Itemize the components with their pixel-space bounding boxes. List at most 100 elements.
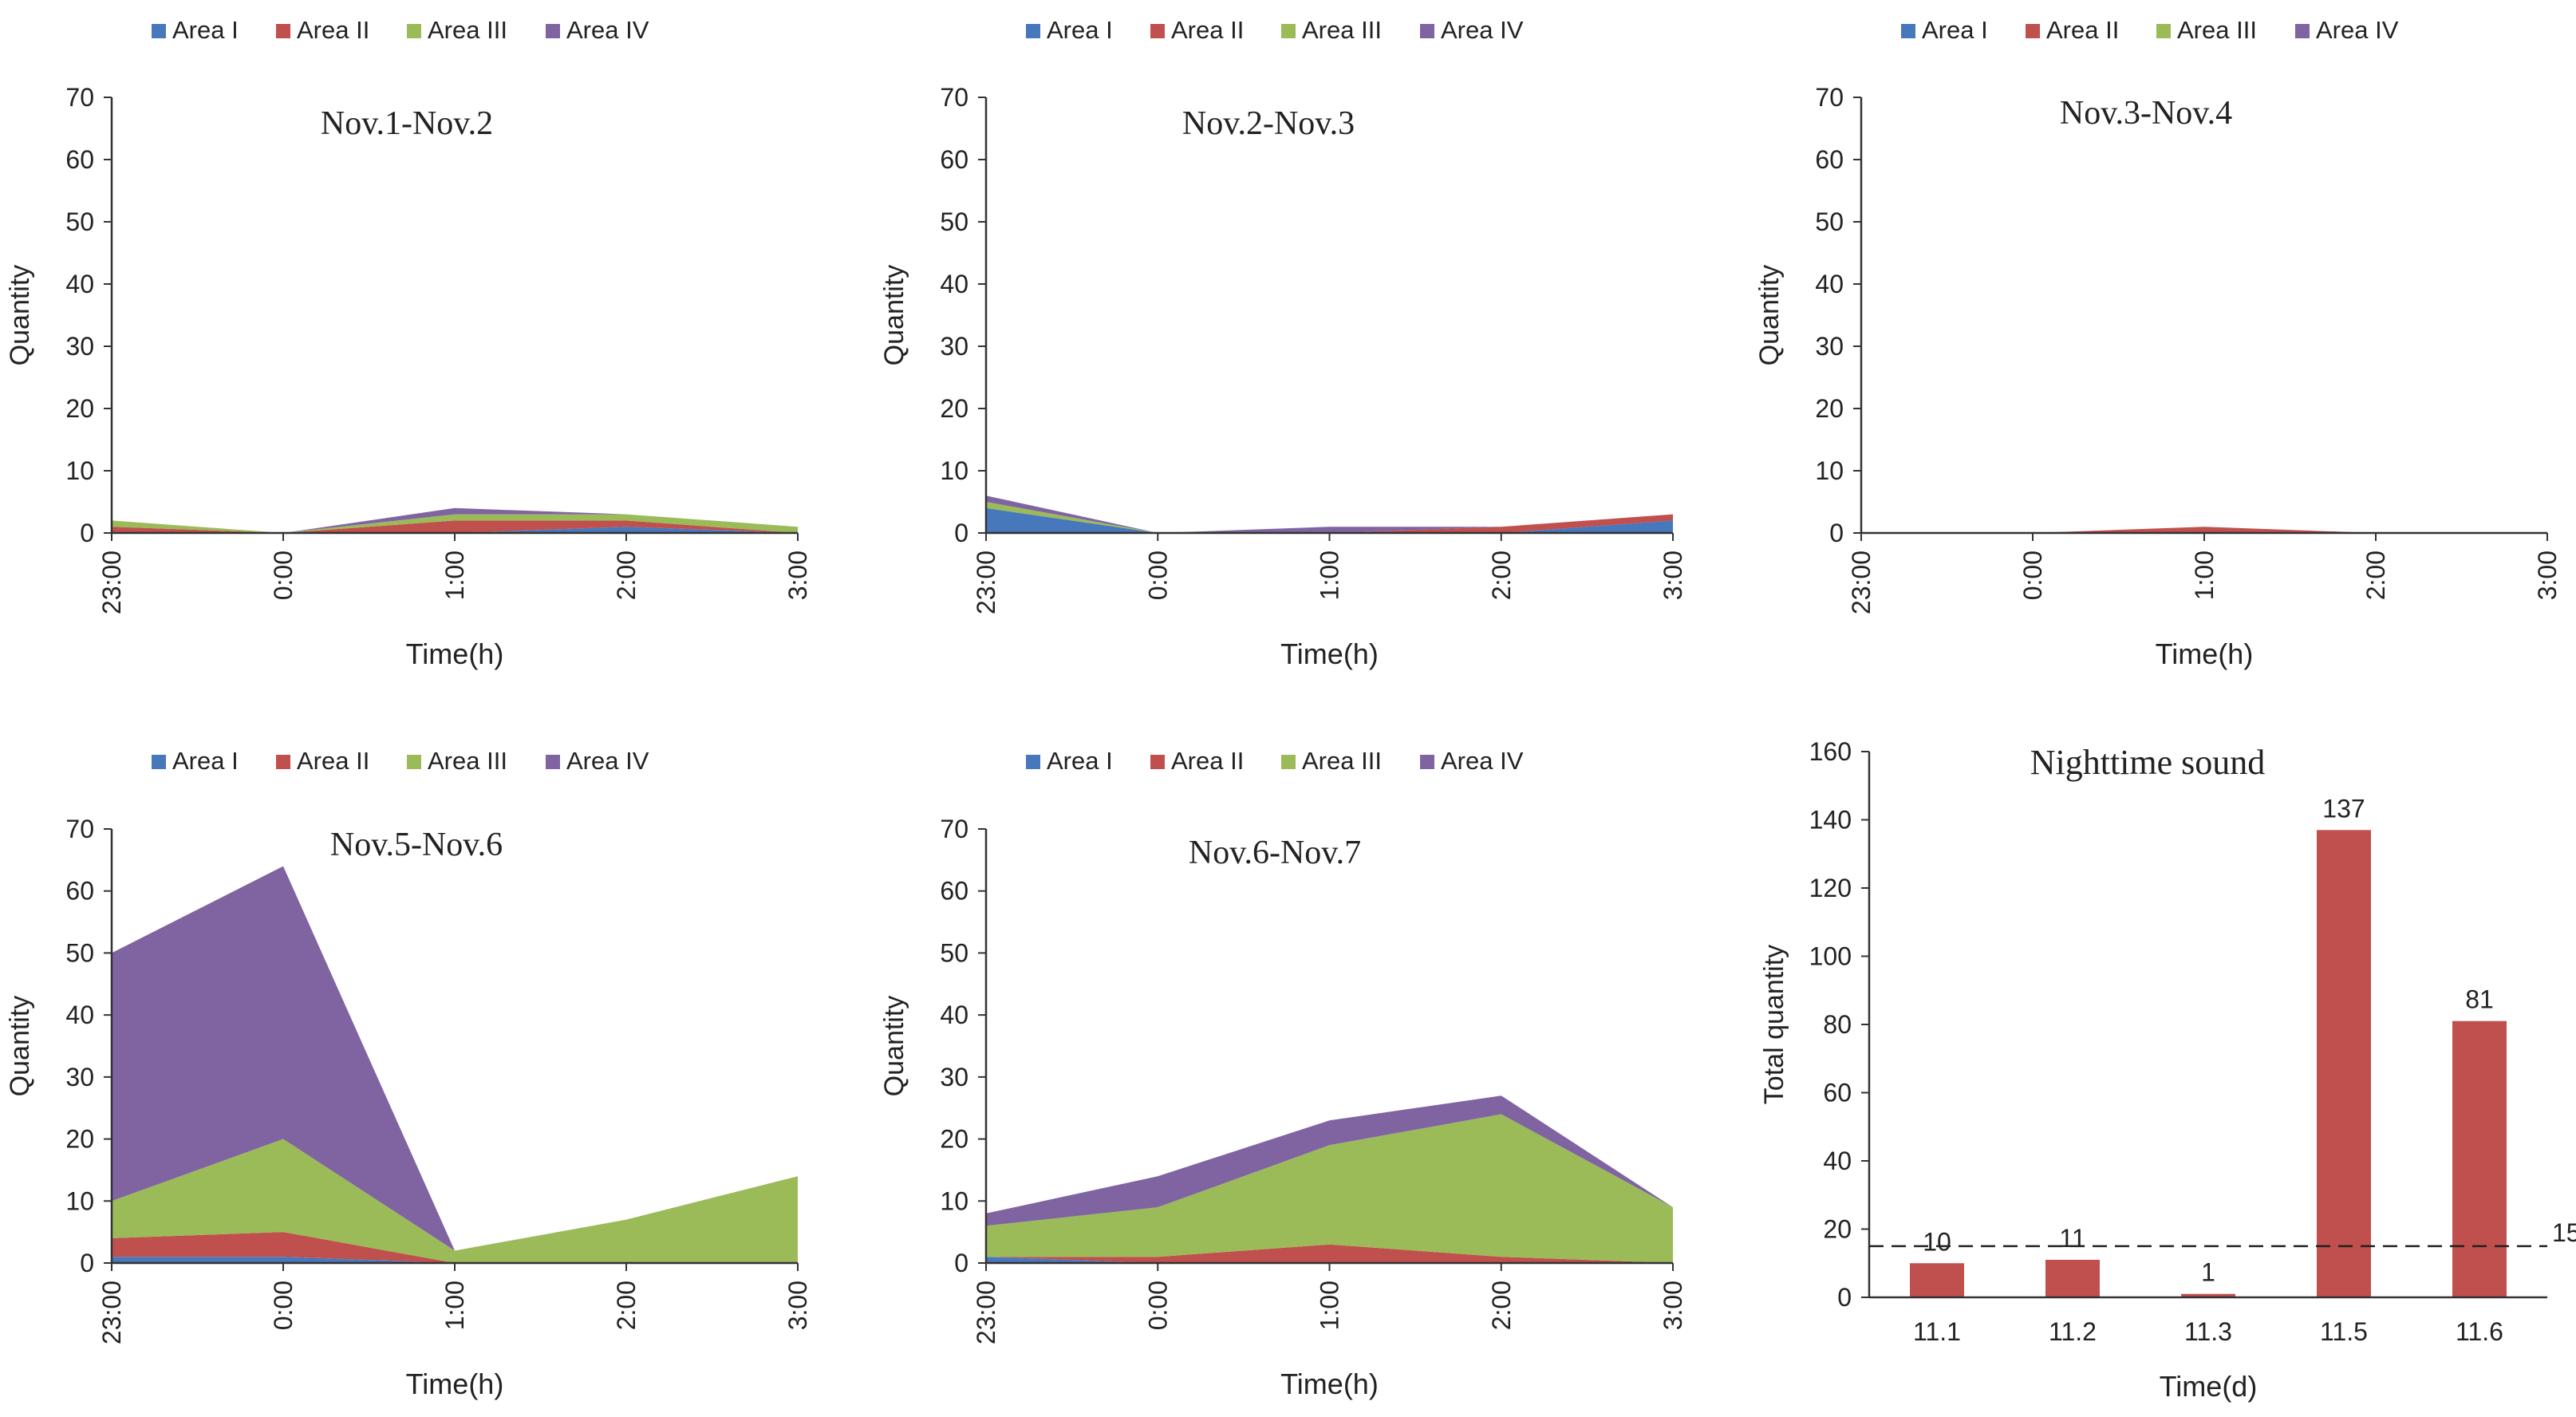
legend-swatch [407, 24, 421, 38]
y-tick-label: 70 [940, 83, 968, 112]
legend-swatch [1026, 24, 1040, 38]
chart-title: Nov.3-Nov.4 [2060, 95, 2232, 132]
legend-label: Area I [172, 16, 239, 44]
y-tick-label: 10 [65, 456, 94, 485]
y-tick-label: 0 [1837, 1283, 1852, 1312]
legend-swatch [1281, 24, 1296, 38]
x-tick-label: 1:00 [440, 1281, 469, 1330]
bar-chart: 10 11.1 11 11.2 1 11.3 137 11.5 81 11.6 0 20 40 60 80 1… [1759, 737, 2576, 1403]
legend-swatch [1901, 24, 1915, 38]
area-series-area-iv [986, 1095, 1673, 1226]
y-tick-label: 70 [940, 815, 968, 843]
x-tick-label: 0:00 [2018, 551, 2047, 600]
legend-swatch [152, 24, 166, 38]
y-tick-label: 70 [65, 83, 94, 112]
y-tick-label: 20 [940, 1125, 968, 1154]
legend: Area I Area II Area III Area IV [1026, 747, 1524, 775]
legend-label: Area II [297, 16, 369, 44]
y-tick-label: 10 [1815, 456, 1844, 485]
legend-label: Area IV [566, 16, 649, 44]
y-tick-label: 10 [65, 1186, 94, 1215]
legend-label: Area II [297, 747, 369, 775]
x-tick-label: 11.1 [1913, 1317, 1961, 1346]
y-tick-label: 140 [1809, 806, 1852, 835]
legend-swatch [407, 755, 421, 769]
legend-label: Area IV [566, 747, 649, 775]
y-tick-label: 0 [954, 1249, 968, 1277]
area-series-area-ii [986, 1244, 1673, 1263]
y-tick-label: 60 [65, 877, 94, 906]
x-tick-label: 2:00 [2361, 551, 2390, 600]
area-chart-5: Area I Area II Area III Area IV 0 10 20 30 40 50 6… [879, 747, 1687, 1400]
x-tick-label: 0:00 [269, 1281, 298, 1330]
x-tick-label: 1:00 [2190, 551, 2219, 600]
y-tick-label: 40 [65, 1001, 94, 1029]
reference-line-label: 15 [2552, 1218, 2576, 1247]
x-tick-label: 11.5 [2320, 1317, 2368, 1346]
chart-title: Nighttime sound [2030, 743, 2266, 782]
y-tick-label: 20 [940, 394, 968, 423]
x-axis-title: Time(d) [2160, 1370, 2258, 1403]
y-tick-label: 40 [65, 270, 94, 298]
y-tick-label: 70 [65, 815, 94, 843]
y-axis-title: Quantity [879, 996, 909, 1097]
chart-title: Nov.5-Nov.6 [330, 827, 503, 863]
y-tick-label: 20 [65, 1125, 94, 1154]
y-tick-label: 30 [65, 332, 94, 361]
x-axis-title: Time(h) [2156, 637, 2254, 670]
x-tick-label: 2:00 [1487, 1281, 1516, 1330]
x-tick-label: 11.6 [2456, 1317, 2503, 1346]
y-tick-label: 0 [80, 1249, 94, 1277]
y-tick-label: 120 [1809, 874, 1852, 902]
legend-swatch [2026, 24, 2040, 38]
legend-label: Area I [1047, 747, 1113, 775]
y-tick-label: 30 [940, 332, 968, 361]
area-chart-3: Area I Area II Area III Area IV 0 10 20 30 40 50 6… [1754, 16, 2562, 670]
y-axis-title: Quantity [5, 996, 35, 1097]
area-series-area-i [112, 1257, 798, 1263]
x-tick-label: 0:00 [1143, 1281, 1172, 1330]
y-tick-label: 60 [65, 145, 94, 174]
chart-title: Nov.1-Nov.2 [321, 105, 493, 142]
y-tick-label: 50 [65, 207, 94, 236]
legend-label: Area III [428, 16, 507, 44]
legend-label: Area II [1171, 747, 1244, 775]
x-tick-label: 2:00 [1487, 551, 1516, 600]
legend-swatch [276, 755, 290, 769]
x-tick-label: 1:00 [440, 551, 469, 600]
legend-label: Area III [1302, 16, 1382, 44]
y-tick-label: 70 [1815, 83, 1844, 112]
x-tick-label: 0:00 [269, 551, 298, 600]
x-tick-label: 3:00 [783, 551, 812, 600]
legend-label: Area II [2046, 16, 2119, 44]
y-axis-title: Total quantity [1759, 945, 1789, 1104]
legend-label: Area II [1171, 16, 1244, 44]
legend-swatch [152, 755, 166, 769]
x-tick-label: 11.3 [2184, 1317, 2232, 1346]
x-tick-label: 3:00 [1659, 551, 1687, 600]
area-series-area-ii [112, 1232, 798, 1263]
area-chart-1: Area I Area II Area III Area IV 0 10 20 30 40 50 6… [5, 16, 812, 670]
x-tick-label: 2:00 [612, 551, 641, 600]
legend-label: Area III [2177, 16, 2257, 44]
bar [2181, 1293, 2235, 1297]
legend-label: Area IV [1441, 16, 1524, 44]
y-axis-title: Quantity [879, 265, 909, 366]
legend-label: Area IV [1441, 747, 1524, 775]
area-series-area-i [112, 527, 798, 533]
legend: Area I Area II Area III Area IV [152, 747, 649, 775]
bar [1910, 1263, 1964, 1297]
x-axis-title: Time(h) [406, 637, 504, 670]
y-tick-label: 0 [80, 519, 94, 547]
y-tick-label: 0 [1829, 519, 1844, 547]
legend-label: Area III [428, 747, 507, 775]
bar [2317, 830, 2371, 1297]
area-series-area-iii [112, 514, 798, 533]
y-tick-label: 40 [940, 1001, 968, 1029]
y-axis-title: Quantity [1754, 265, 1785, 366]
y-tick-label: 60 [1823, 1079, 1852, 1107]
bar [2452, 1020, 2507, 1297]
chart-title: Nov.6-Nov.7 [1189, 835, 1361, 871]
legend-swatch [2295, 24, 2310, 38]
